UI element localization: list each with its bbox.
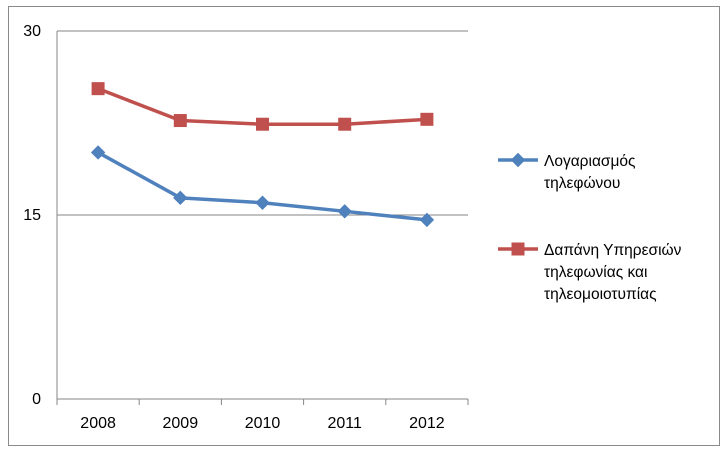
series-telephony-fax-point [338,117,352,131]
legend-label: τηλεφώνου [544,175,620,192]
series-telephony-fax-point [420,112,434,126]
legend-telephony-fax: Δαπάνη Υπηρεσιών τηλεφωνίας και τηλεομοιοτ… [498,242,682,303]
series-phone-bill-point [173,190,188,206]
legend-label: Δαπάνη Υπηρεσιών [544,242,682,259]
legend-label: τηλεομοιοτυπίας [544,286,657,303]
legend-phone-bill: Λογαριασμός τηλεφώνου [498,152,636,192]
x-tick-label: 2011 [327,415,362,432]
series-phone-bill-point [90,145,106,160]
y-tick-label: 15 [23,207,41,224]
chart-frame [8,6,720,446]
y-tick-label: 0 [32,391,41,408]
series-telephony-fax-point [173,114,187,128]
x-tick-label: 2008 [80,415,116,432]
x-tick-label: 2012 [409,415,445,432]
x-tick-label: 2009 [163,415,199,432]
series-telephony-fax-point [256,117,269,131]
series-phone-bill-point [419,212,435,228]
legend-label: Λογαριασμός [544,153,636,170]
series-telephony-fax-point [91,82,105,96]
legend-label: τηλεφωνίας και [544,264,647,281]
y-tick-label: 30 [23,23,41,40]
legend-marker [510,152,526,168]
x-tick-label: 2010 [245,415,281,432]
series-phone-bill-point [337,204,352,219]
legend-marker [511,242,525,256]
series-phone-bill-point [255,195,270,210]
